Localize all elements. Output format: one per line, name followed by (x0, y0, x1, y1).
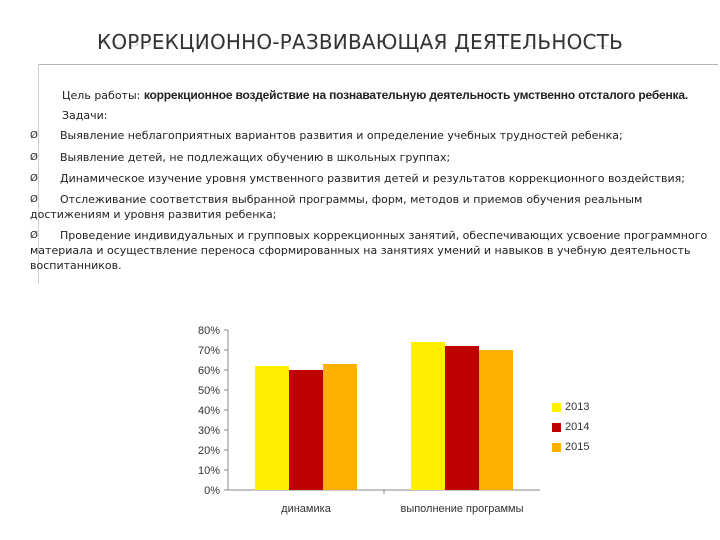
legend-item: 2015 (552, 437, 589, 457)
legend-swatch (552, 402, 561, 412)
bar (411, 342, 445, 490)
y-tick-label: 0% (204, 485, 220, 497)
y-tick-label: 80% (198, 325, 220, 337)
bullet-arrow-icon: Ø (30, 130, 38, 141)
title-divider (38, 64, 718, 65)
bullet-arrow-icon: Ø (30, 194, 38, 205)
legend-swatch (552, 422, 561, 432)
task-item: Ø Выявление неблагоприятных вариантов ра… (30, 128, 710, 143)
y-tick-label: 70% (198, 345, 220, 357)
x-tick-label: динамика (281, 503, 332, 515)
task-item: Ø Динамическое изучение уровня умственно… (30, 171, 710, 186)
legend-label: 2013 (565, 401, 590, 413)
task-item: Ø Отслеживание соответствия выбранной пр… (30, 192, 710, 222)
task-item: Ø Выявление детей, не подлежащих обучени… (30, 150, 710, 165)
task-text: Выявление неблагоприятных вариантов разв… (60, 129, 623, 142)
left-accent-line (38, 64, 39, 284)
bullet-arrow-icon: Ø (30, 173, 38, 184)
bar (255, 366, 289, 490)
goal-line: Цель работы: коррекционное воздействие н… (62, 88, 717, 103)
y-tick-label: 50% (198, 385, 220, 397)
legend-label: 2015 (565, 441, 590, 453)
bar (479, 350, 513, 490)
goal-label: Цель работы: (62, 89, 141, 102)
task-text: Отслеживание соответствия выбранной прог… (30, 193, 643, 221)
bullet-arrow-icon: Ø (30, 152, 38, 163)
tasks-label: Задачи: (62, 109, 108, 122)
task-text: Динамическое изучение уровня умственного… (60, 172, 685, 185)
y-tick-label: 60% (198, 365, 220, 377)
task-item: Ø Проведение индивидуальных и групповых … (30, 228, 710, 273)
bullet-arrow-icon: Ø (30, 230, 38, 241)
legend-item: 2014 (552, 417, 589, 437)
legend-item: 2013 (552, 397, 589, 417)
task-text: Проведение индивидуальных и групповых ко… (30, 229, 708, 272)
x-tick-label: выполнение программы (400, 503, 523, 515)
y-tick-label: 20% (198, 445, 220, 457)
legend-swatch (552, 442, 561, 452)
page-title-reflection: КОРРЕКЦИОННО-РАЗВИВАЮЩАЯ ДЕЯТЕЛЬНОСТЬ (96, 40, 624, 49)
y-tick-label: 30% (198, 425, 220, 437)
y-tick-label: 10% (198, 465, 220, 477)
bar-chart: 0% 10% 20% 30% 40% 50% 60% 70% 80% динамика выполн… (198, 325, 540, 515)
y-tick-label: 40% (198, 405, 220, 417)
bar (289, 370, 323, 490)
page-title: КОРРЕКЦИОННО-РАЗВИВАЮЩАЯ ДЕЯТЕЛЬНОСТЬ (96, 30, 624, 54)
legend-label: 2014 (565, 421, 590, 433)
bar (323, 364, 357, 490)
goal-text: коррекционное воздействие на познаватель… (143, 88, 688, 102)
bar (445, 346, 479, 490)
chart-legend: 2013 2014 2015 (552, 397, 589, 457)
task-text: Выявление детей, не подлежащих обучению … (60, 151, 451, 164)
